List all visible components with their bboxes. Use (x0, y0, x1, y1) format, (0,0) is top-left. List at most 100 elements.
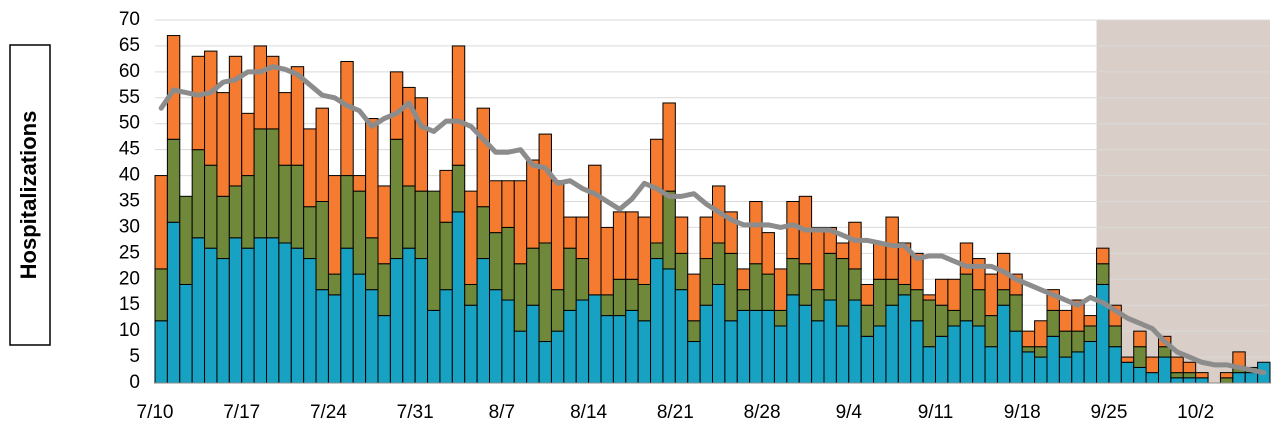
bar-segment (637, 320, 652, 384)
x-tick-label: 10/2 (1177, 402, 1214, 423)
bar-segment (600, 226, 614, 296)
bar-segment (922, 346, 936, 384)
y-axis-title: Hospitalizations (16, 111, 41, 280)
bar-segment (550, 289, 565, 332)
bar-segment (935, 335, 949, 384)
bar-segment (972, 289, 986, 327)
bar-segment (749, 201, 763, 265)
bar-segment (526, 159, 540, 249)
bar-segment (687, 273, 701, 322)
bar-segment (1158, 356, 1172, 384)
y-tick-label: 55 (119, 87, 140, 108)
bar-segment (179, 195, 193, 285)
bar-segment (922, 299, 936, 348)
bar-segment (1120, 361, 1135, 384)
bar-segment (712, 283, 726, 384)
bar-segment (699, 216, 713, 260)
bar-segment (278, 164, 292, 244)
bar-segment (1219, 377, 1234, 384)
bar-segment (996, 304, 1011, 384)
bar-segment (476, 258, 491, 384)
bar-segment (1145, 372, 1159, 384)
bar-segment (166, 221, 181, 384)
bar-segment (451, 211, 466, 384)
bar-segment (340, 175, 354, 249)
bar-segment (414, 97, 429, 192)
y-tick-label: 60 (119, 61, 140, 82)
bar-segment (538, 133, 552, 244)
bar-segment (984, 315, 998, 348)
bar-segment (1083, 341, 1098, 384)
bar-segment (550, 330, 565, 384)
bar-segment (1145, 356, 1159, 374)
y-tick-label: 35 (119, 191, 140, 212)
bar-segment (290, 164, 305, 249)
bar-segment (798, 304, 813, 384)
bar-segment (1046, 335, 1060, 384)
bar-segment (885, 278, 899, 306)
bar-segment (1034, 356, 1048, 384)
x-tick-label: 8/14 (570, 402, 607, 423)
bar-segment (563, 309, 577, 384)
bar-segment (501, 180, 515, 228)
bar-segment (625, 211, 639, 280)
bar-segment (414, 258, 429, 384)
bar-segment (674, 216, 689, 254)
bar-segment (897, 283, 912, 296)
bar-segment (439, 289, 453, 384)
bar-segment (835, 325, 850, 384)
bar-segment (303, 206, 317, 260)
bar-segment (811, 289, 825, 322)
bar-segment (736, 289, 751, 311)
bar-segment (588, 164, 602, 296)
average-line (158, 64, 1267, 376)
bar-segment (513, 330, 528, 384)
bar-segment (476, 206, 491, 260)
bar-segment (402, 185, 416, 249)
y-tick-label: 25 (119, 242, 140, 263)
bar-segment (848, 268, 862, 301)
bar-segment (910, 252, 924, 291)
y-tick-label: 40 (119, 165, 140, 186)
y-tick-label: 10 (119, 320, 140, 341)
bar-segment (1058, 309, 1073, 332)
bar-segment (612, 278, 627, 317)
bar-segment (1009, 330, 1023, 384)
bar-segment (848, 299, 862, 384)
bar-segment (377, 263, 391, 317)
bar-segment (761, 273, 775, 311)
bar-segment (489, 180, 503, 234)
bar-segment (1046, 309, 1060, 337)
bar-segment (873, 278, 887, 327)
bar-segment (303, 258, 317, 384)
bar-segment (154, 320, 168, 384)
bar-segment (340, 247, 354, 384)
bar-segment (526, 304, 540, 384)
bar-segment (736, 309, 751, 384)
bar-segment (216, 258, 230, 384)
bar-segment (835, 258, 850, 327)
bar-segment (501, 226, 515, 301)
bar-segment (860, 304, 875, 337)
x-tick-label: 8/21 (657, 402, 694, 423)
bar-segment (996, 289, 1011, 306)
x-tick-label: 7/24 (310, 402, 347, 423)
bar-segment (377, 185, 391, 265)
bar-segment (1133, 330, 1147, 348)
bar-segment (166, 138, 181, 223)
bar-segment (191, 55, 206, 151)
bar-segment (352, 273, 367, 384)
bar-segment (327, 175, 342, 275)
bar-segment (451, 45, 466, 166)
bar-segment (910, 289, 924, 322)
bar-segment (389, 258, 404, 384)
bar-segment (365, 237, 379, 291)
bar-segment (377, 315, 391, 384)
bar-segment (885, 216, 899, 280)
bar-segment (427, 190, 441, 311)
bar-segment (513, 263, 528, 332)
bar-segment (972, 325, 986, 384)
bar-segment (1021, 346, 1036, 353)
bar-segment (1182, 377, 1197, 384)
bar-segment (773, 268, 788, 311)
